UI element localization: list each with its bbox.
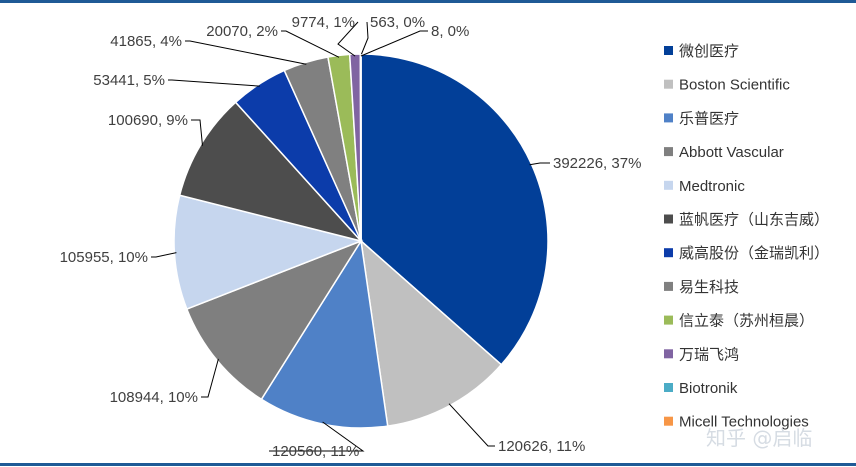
legend-swatch (664, 79, 673, 89)
leader-line (151, 252, 177, 258)
legend-swatch (664, 281, 673, 291)
legend-swatch (664, 214, 673, 224)
leader-line (360, 21, 369, 57)
watermark: 知乎 @启临 (706, 426, 813, 450)
legend-label: 微创医疗 (679, 43, 739, 60)
data-label: 41865, 4% (110, 33, 182, 50)
legend-label: Medtronic (679, 178, 745, 195)
legend-swatch (664, 383, 673, 392)
legend-swatch (664, 180, 673, 190)
data-label: 392226, 37% (553, 155, 641, 172)
data-label: 105955, 10% (60, 249, 148, 266)
data-label: 9774, 1% (292, 14, 355, 31)
leader-line (191, 119, 203, 146)
data-label: 20070, 2% (206, 23, 278, 40)
legend-label: Boston Scientific (679, 77, 790, 94)
legend-label: Micell Technologies (679, 414, 809, 431)
pie-slice (185, 239, 363, 401)
legend-label: 易生科技 (679, 279, 739, 296)
leader-line (448, 403, 495, 447)
legend-swatch (664, 315, 673, 325)
legend-swatch (664, 248, 673, 258)
leader-line (337, 21, 359, 57)
pie-slice (178, 101, 364, 243)
bottom-rule (0, 463, 856, 466)
leader-line (168, 79, 260, 87)
leader-line (360, 30, 428, 57)
legend-swatch (664, 349, 673, 359)
legend-label: 蓝帆医疗（山东吉威） (679, 212, 829, 229)
leader-line (185, 40, 307, 65)
legend-label: 乐普医疗 (679, 110, 739, 127)
legend-label: 信立泰（苏州桓晨） (679, 313, 814, 330)
legend-swatch (664, 46, 673, 55)
top-rule (0, 0, 856, 3)
data-label: 108944, 10% (110, 389, 198, 406)
leader-line (269, 421, 365, 452)
data-label: 100690, 9% (108, 112, 188, 129)
legend-swatch (664, 147, 673, 157)
data-label: 120626, 11% (498, 438, 585, 455)
legend-label: Abbott Vascular (679, 144, 784, 161)
leader-line (529, 162, 550, 166)
legend-swatch (664, 416, 673, 426)
data-label: 53441, 5% (93, 72, 165, 89)
data-label: 8, 0% (431, 23, 469, 40)
legend-label: 威高股份（金瑞凯利） (679, 245, 829, 262)
legend-swatch (664, 113, 673, 123)
data-label: 120560, 11% (272, 443, 359, 460)
legend-label: 万瑞飞鸿 (679, 346, 739, 363)
pie-slice (260, 238, 389, 429)
leader-line (201, 358, 219, 398)
data-label: 563, 0% (370, 14, 425, 31)
leader-line (281, 30, 340, 58)
legend-label: Biotronik (679, 380, 738, 397)
